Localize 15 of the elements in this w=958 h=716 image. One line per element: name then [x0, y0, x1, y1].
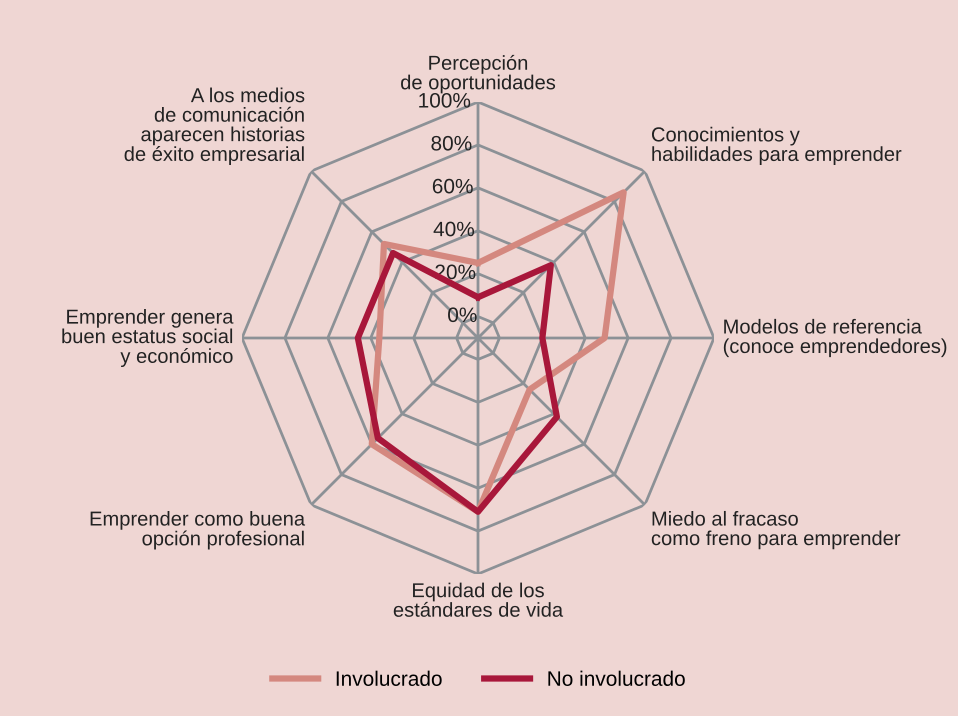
spoke-label: Conocimientos y habilidades para emprender [652, 126, 902, 166]
legend-label: No involucrado [548, 670, 685, 686]
spoke-label: Modelos de referencia (conoce emprendedores) [724, 318, 946, 358]
spoke-label: Equidad de los estándares de vida [394, 582, 564, 617]
y-tick-label: 60% [432, 178, 473, 194]
spoke-label: Miedo al fracaso como freno para emprender [652, 510, 900, 550]
y-tick-label: 80% [431, 136, 472, 151]
spoke-label: A los medios de comunicación aparecen historias de éxito empresarial [124, 88, 304, 166]
y-tick-label: 40% [434, 222, 474, 236]
spoke-label: Emprender genera buen estatus social y económico [62, 308, 234, 368]
y-tick-label: 0% [448, 307, 477, 322]
spoke-label: Emprender como buena opción profesional [90, 510, 306, 550]
spoke-label: Percepción de oportunidades [401, 54, 556, 94]
legend-label: Involucrado [336, 670, 442, 686]
y-tick-label: 100% [419, 92, 470, 108]
